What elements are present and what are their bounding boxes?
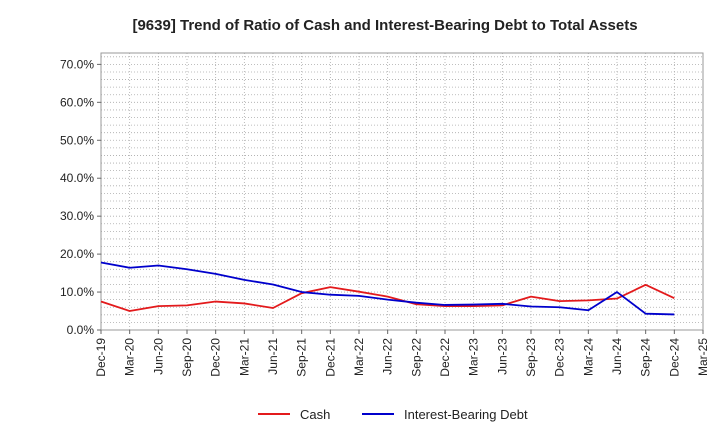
x-tick-label: Sep-22 (409, 338, 423, 377)
x-tick-label: Dec-21 (323, 338, 337, 377)
x-tick-label: Dec-22 (438, 338, 452, 377)
series-line-cash (100, 283, 675, 312)
series-lines (100, 261, 675, 316)
y-tick-label: 30.0% (60, 209, 94, 223)
y-axis: 0.0% 10.0% 20.0% 30.0% 40.0% 50.0% 60.0% 70.0% (60, 57, 101, 337)
x-tick-label: Jun-20 (151, 338, 165, 375)
x-axis: Dec-19 Mar-20 Jun-20 Sep-20 Dec-20 Mar-21 Jun-… (94, 330, 710, 377)
legend: Cash Interest-Bearing Debt (258, 407, 528, 422)
x-tick-label: Mar-22 (352, 338, 366, 376)
legend-label-cash: Cash (300, 407, 330, 422)
series-line-interest-bearing-debt (100, 261, 675, 316)
y-tick-label: 60.0% (60, 95, 94, 109)
x-tick-label: Mar-20 (123, 338, 137, 376)
x-tick-label: Sep-24 (639, 338, 653, 377)
legend-label-debt: Interest-Bearing Debt (404, 407, 528, 422)
x-tick-label: Jun-23 (495, 338, 509, 375)
x-tick-label: Mar-25 (696, 338, 710, 376)
x-tick-label: Jun-22 (381, 338, 395, 375)
y-tick-label: 20.0% (60, 247, 94, 261)
chart-title: [9639] Trend of Ratio of Cash and Intere… (132, 17, 637, 34)
x-tick-label: Jun-24 (610, 338, 624, 375)
x-tick-label: Mar-21 (237, 338, 251, 376)
y-tick-label: 0.0% (67, 323, 95, 337)
x-tick-label: Dec-23 (553, 338, 567, 377)
x-tick-label: Sep-20 (180, 338, 194, 377)
grid (100, 53, 704, 330)
x-tick-label: Dec-19 (94, 338, 108, 377)
y-tick-label: 70.0% (60, 57, 94, 71)
x-tick-label: Sep-21 (295, 338, 309, 377)
x-tick-label: Dec-24 (667, 338, 681, 377)
y-tick-label: 40.0% (60, 171, 94, 185)
plot-area-frame (100, 52, 704, 331)
x-tick-label: Mar-24 (581, 338, 595, 376)
y-tick-label: 10.0% (60, 285, 94, 299)
y-tick-label: 50.0% (60, 133, 94, 147)
x-tick-label: Mar-23 (467, 338, 481, 376)
x-tick-label: Sep-23 (524, 338, 538, 377)
x-tick-label: Dec-20 (209, 338, 223, 377)
x-tick-label: Jun-21 (266, 338, 280, 375)
